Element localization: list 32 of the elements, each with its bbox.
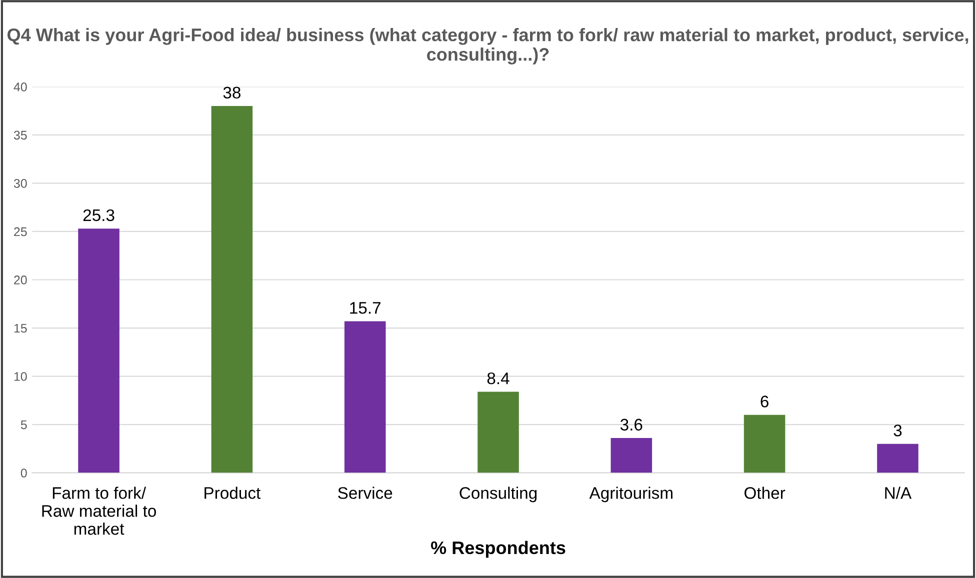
x-tick-label: N/A [885, 486, 912, 499]
x-axis-title: % Respondents [430, 540, 566, 558]
bar [211, 106, 253, 473]
bar [78, 228, 120, 473]
data-label: 6 [760, 396, 768, 408]
x-tick-label: Service [338, 486, 392, 499]
x-tick-label: Other [744, 486, 786, 499]
data-label: 25.3 [83, 209, 114, 222]
data-label: 3.6 [620, 418, 642, 431]
bar [877, 444, 918, 473]
bar [744, 414, 786, 473]
data-label: 3 [894, 424, 902, 436]
chart-title: Q4 What is your Agri-Food idea/ business (what category - farm to fork/ raw material to market, product, service, consulting...)? [8, 28, 968, 64]
bar [344, 321, 386, 473]
data-label: 15.7 [350, 302, 380, 314]
x-tick-label: Agritourism [589, 486, 672, 502]
y-tick-label: 35 [14, 130, 27, 140]
y-tick-label: 30 [14, 179, 27, 188]
data-label: 38 [223, 86, 240, 99]
bar [478, 392, 519, 473]
y-tick-label: 25 [14, 227, 27, 236]
y-tick-label: 0 [20, 468, 27, 478]
bar [610, 438, 652, 473]
y-tick-label: 40 [14, 82, 27, 92]
x-tick-label: Farm to fork/ Raw material to market [42, 486, 156, 535]
data-label: 8.4 [487, 372, 510, 384]
y-tick-label: 20 [14, 276, 27, 284]
x-tick-label: Consulting [460, 486, 537, 502]
x-tick-label: Product [204, 486, 261, 499]
y-tick-label: 15 [14, 324, 27, 333]
y-tick-label: 10 [14, 372, 27, 381]
y-tick-label: 5 [20, 420, 27, 430]
